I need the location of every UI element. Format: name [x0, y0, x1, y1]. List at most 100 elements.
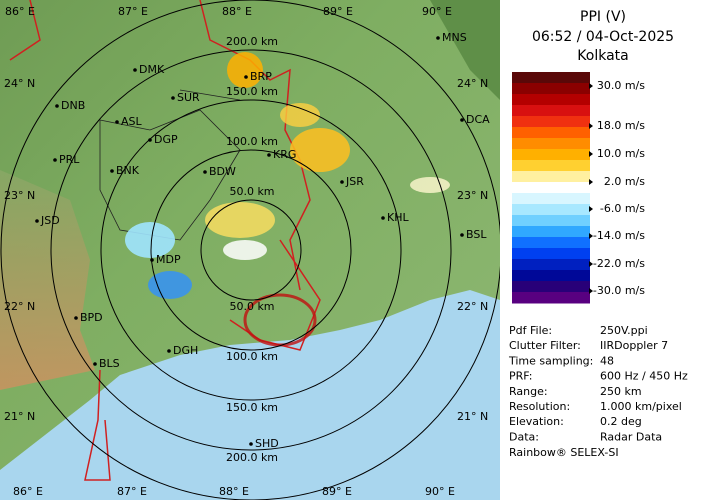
- scale-band: [512, 160, 590, 172]
- lon-label: 88° E: [219, 485, 249, 498]
- lat-label: 23° N: [4, 189, 35, 202]
- scale-label: -6.0 m/s: [600, 202, 645, 215]
- scale-band: [512, 193, 590, 205]
- map: [0, 0, 502, 501]
- city-label: DNB: [61, 99, 85, 112]
- range-ring: [150, 149, 352, 351]
- city-label: BPD: [80, 311, 103, 324]
- city-dot: [74, 316, 78, 320]
- info-value: IIRDoppler 7: [600, 339, 668, 352]
- scale-arrow: [589, 83, 593, 89]
- lon-label: 89° E: [323, 5, 353, 18]
- scale-label: -14.0 m/s: [593, 229, 645, 242]
- timestamp: 06:52 / 04-Oct-2025: [532, 29, 674, 45]
- city-label: BDW: [209, 165, 236, 178]
- scale-band: [512, 171, 590, 183]
- scale-band: [512, 204, 590, 216]
- city-dot: [203, 170, 207, 174]
- city-label: BNK: [116, 164, 140, 177]
- range-label: 200.0 km: [226, 451, 278, 464]
- range-label: 100.0 km: [226, 135, 278, 148]
- lat-label: 22° N: [4, 300, 35, 313]
- lat-label: 24° N: [457, 77, 488, 90]
- scale-band: [512, 138, 590, 150]
- city-dot: [167, 349, 171, 353]
- range-label: 150.0 km: [226, 85, 278, 98]
- plateau: [0, 170, 95, 390]
- scale-band: [512, 226, 590, 238]
- scale-label: -30.0 m/s: [593, 284, 645, 297]
- info-value: 250V.ppi: [600, 324, 648, 337]
- scale-arrow: [589, 206, 593, 212]
- city-label: JSD: [40, 214, 60, 227]
- scale-label: 10.0 m/s: [597, 147, 645, 160]
- scale-band: [512, 116, 590, 128]
- city-dot: [244, 75, 248, 79]
- city-label: SHD: [255, 437, 279, 450]
- lon-label: 87° E: [117, 485, 147, 498]
- city-label: DCA: [466, 113, 490, 126]
- sea: [0, 290, 500, 500]
- city-label: JSR: [345, 175, 364, 188]
- info-label: Elevation:: [509, 415, 564, 428]
- range-label: 150.0 km: [226, 401, 278, 414]
- city-dot: [35, 219, 39, 223]
- lon-label: 87° E: [118, 5, 148, 18]
- info-label: Range:: [509, 385, 548, 398]
- scale-arrow: [589, 233, 593, 239]
- city-label: KRG: [273, 148, 296, 161]
- lat-label: 21° N: [457, 410, 488, 423]
- info-value: 250 km: [600, 385, 642, 398]
- title: PPI (V): [580, 9, 626, 25]
- city-label: BRP: [250, 70, 272, 83]
- city-dot: [53, 158, 57, 162]
- range-label: 100.0 km: [226, 350, 278, 363]
- info-value: 0.2 deg: [600, 415, 642, 428]
- scale-arrow: [589, 123, 593, 129]
- scale-band: [512, 248, 590, 260]
- lon-label: 86° E: [13, 485, 43, 498]
- city-dot: [110, 169, 114, 173]
- info-label: Clutter Filter:: [509, 339, 581, 352]
- lon-label: 90° E: [422, 5, 452, 18]
- info-label: PRF:: [509, 370, 532, 383]
- lon-label: 86° E: [5, 5, 35, 18]
- info-label: Data:: [509, 430, 539, 443]
- scale-band: [512, 149, 590, 161]
- scale-band: [512, 259, 590, 271]
- scale-band: [512, 281, 590, 293]
- scale-arrow: [589, 151, 593, 157]
- info-value: 600 Hz / 450 Hz: [600, 370, 688, 383]
- lat-label: 22° N: [457, 300, 488, 313]
- range-ring: [100, 99, 402, 401]
- range-ring: [200, 199, 302, 301]
- lat-label: 23° N: [457, 189, 488, 202]
- lon-label: 88° E: [222, 5, 252, 18]
- scale-label: 30.0 m/s: [597, 79, 645, 92]
- info-value: Radar Data: [600, 430, 662, 443]
- scale-band: [512, 105, 590, 117]
- scale-arrow: [589, 179, 593, 185]
- scale-band: [512, 94, 590, 106]
- city-dot: [133, 68, 137, 72]
- scale-band: [512, 72, 590, 84]
- footer: Rainbow® SELEX-SI: [509, 446, 619, 459]
- city-label: MDP: [156, 253, 181, 266]
- city-label: SUR: [177, 91, 200, 104]
- city-label: MNS: [442, 31, 467, 44]
- city-dot: [171, 96, 175, 100]
- lat-label: 24° N: [4, 77, 35, 90]
- info-value: 1.000 km/pixel: [600, 400, 682, 413]
- scale-band: [512, 127, 590, 139]
- city-dot: [460, 233, 464, 237]
- city-dot: [55, 104, 59, 108]
- scale-band: [512, 182, 590, 194]
- city-dot: [340, 180, 344, 184]
- city-label: DGH: [173, 344, 198, 357]
- hills: [430, 0, 500, 100]
- scale-band: [512, 292, 590, 304]
- scale-label: -22.0 m/s: [593, 257, 645, 270]
- city-dot: [436, 36, 440, 40]
- color-scale: 30.0 m/s 18.0 m/s 10.0 m/s 2.0 m/s -6.0 m/s -…: [512, 72, 645, 304]
